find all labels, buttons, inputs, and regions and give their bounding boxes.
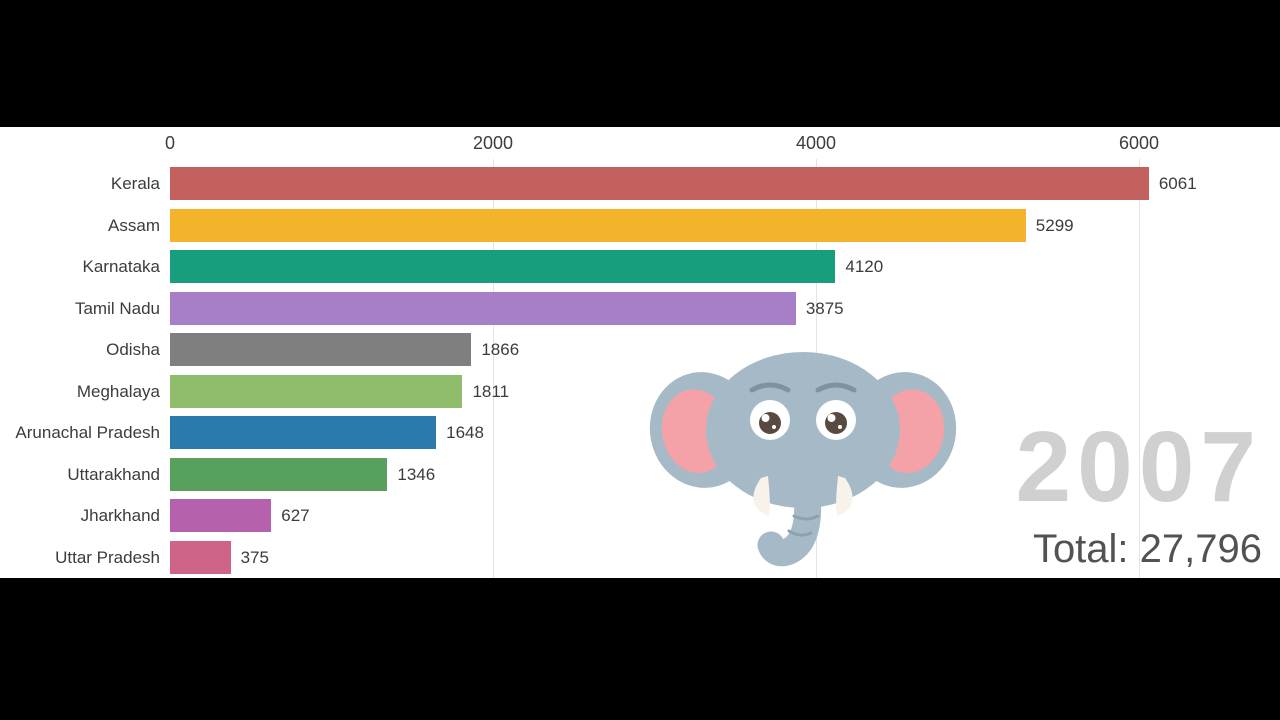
category-label: Assam — [108, 215, 160, 235]
category-label: Uttar Pradesh — [55, 547, 160, 567]
gridline — [493, 159, 494, 578]
bar-row: Uttar Pradesh 375 — [0, 540, 1280, 574]
bar — [170, 540, 231, 574]
value-label: 375 — [240, 547, 269, 567]
bar-row: Odisha 1866 — [0, 333, 1280, 366]
elephant-illustration — [649, 352, 957, 567]
bar — [170, 374, 463, 408]
category-label: Meghalaya — [76, 381, 160, 401]
category-label: Kerala — [110, 174, 160, 193]
bar — [170, 167, 1149, 200]
category-label: Jharkhand — [80, 506, 160, 525]
bar — [170, 250, 836, 283]
category-label: Karnataka — [82, 257, 161, 276]
value-label: 1648 — [446, 423, 484, 442]
year-label: 2007 — [1015, 411, 1262, 523]
category-label: Arunachal Pradesh — [15, 423, 160, 442]
bar-row: Arunachal Pradesh 1648 — [0, 416, 1280, 449]
category-label: Odisha — [106, 340, 160, 359]
elephant-trunk — [757, 441, 822, 567]
bar-row: Jharkhand 627 — [0, 499, 1280, 532]
value-label: 3875 — [805, 298, 844, 318]
total-label: Total: 27,796 — [1032, 527, 1262, 571]
bar-row: Assam 5299 — [0, 208, 1280, 242]
bar-row: Kerala 6061 — [0, 167, 1280, 200]
bar — [170, 208, 1026, 242]
x-axis-tick: 6000 — [1118, 133, 1160, 153]
bar — [170, 291, 796, 325]
elephant-tusks — [753, 476, 853, 516]
value-label: 1811 — [472, 381, 510, 401]
bar-row: Uttarakhand 1346 — [0, 457, 1280, 491]
chart-area: 0 2000 4000 6000 Kerala 6061 Assam 5299 Karnata… — [0, 127, 1280, 578]
category-label: Uttarakhand — [67, 464, 160, 484]
bar-row: Meghalaya 1811 — [0, 374, 1280, 408]
value-label: 6061 — [1158, 174, 1197, 193]
value-label: 4120 — [845, 257, 884, 276]
elephant-eyes — [750, 400, 856, 440]
value-label: 1866 — [481, 340, 520, 359]
bar — [170, 416, 437, 449]
value-label: 627 — [281, 506, 310, 525]
category-label: Tamil Nadu — [74, 298, 160, 318]
bar — [170, 457, 388, 491]
bar — [170, 333, 472, 366]
bar — [170, 499, 272, 532]
bar-row: Karnataka 4120 — [0, 250, 1280, 283]
elephant-eyebrows — [749, 382, 857, 393]
value-label: 1346 — [397, 464, 436, 484]
value-label: 5299 — [1035, 215, 1074, 235]
bar-row: Tamil Nadu 3875 — [0, 291, 1280, 325]
x-axis-tick: 0 — [164, 133, 176, 153]
x-axis-tick: 4000 — [795, 133, 837, 153]
x-axis-tick: 2000 — [472, 133, 514, 153]
gridline — [1139, 159, 1140, 578]
